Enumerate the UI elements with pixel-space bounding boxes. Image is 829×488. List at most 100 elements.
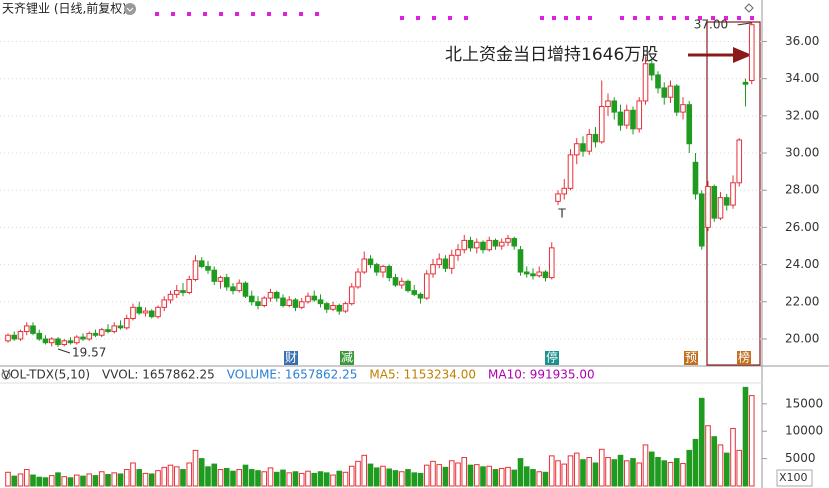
volume-bar xyxy=(386,468,393,487)
event-marker-box[interactable] xyxy=(545,351,559,365)
volume-bar xyxy=(236,469,243,487)
candle-body xyxy=(523,271,530,275)
volume-bar xyxy=(61,476,68,487)
candle-body xyxy=(667,85,674,98)
candle-body xyxy=(67,340,74,344)
candle-body xyxy=(23,325,30,333)
candle-body xyxy=(711,185,718,219)
candle-body xyxy=(80,336,86,340)
candle-body xyxy=(405,280,411,292)
candle-body xyxy=(105,329,111,333)
candle-body xyxy=(617,111,624,126)
candle-body xyxy=(655,74,661,89)
volume-bar xyxy=(323,472,330,487)
volume-indicator: MA10: 991935.00 xyxy=(488,368,595,382)
volume-bar xyxy=(92,475,99,487)
volume-bar xyxy=(617,454,624,487)
candle-body xyxy=(686,104,693,145)
event-marker-box[interactable] xyxy=(737,351,751,365)
candle-body xyxy=(5,334,11,342)
volume-bar xyxy=(348,465,355,487)
candle-body xyxy=(117,325,124,329)
candle-body xyxy=(573,143,580,156)
volume-bar xyxy=(698,397,705,487)
volume-indicator: MA5: 1153234.00 xyxy=(369,368,476,382)
volume-bar xyxy=(630,458,636,487)
volume-indicator: VOL-TDX(5,10) xyxy=(2,368,90,382)
volume-bar xyxy=(111,472,118,487)
volume-bar xyxy=(367,463,374,487)
y-tick-label: 36.00 xyxy=(785,34,819,48)
volume-bar xyxy=(605,457,611,487)
candle-body xyxy=(361,258,368,273)
y2-tick-label: 5000 xyxy=(785,451,816,465)
volume-bar xyxy=(636,462,643,487)
candle-body xyxy=(736,139,743,184)
volume-bar xyxy=(161,466,168,487)
title-menu[interactable] xyxy=(124,3,136,15)
candle-body xyxy=(305,295,311,303)
volume-bar xyxy=(17,473,24,487)
volume-bar xyxy=(105,473,111,487)
event-marker-box[interactable] xyxy=(340,351,354,365)
volume-bar xyxy=(280,469,286,487)
high-marker-line xyxy=(737,22,752,26)
candle-body xyxy=(411,290,418,295)
volume-bar xyxy=(423,464,430,487)
candle-body xyxy=(511,238,518,247)
candle-body xyxy=(373,264,380,273)
candle-body xyxy=(36,332,43,340)
volume-bar xyxy=(461,457,468,487)
candle-body xyxy=(92,332,99,336)
volume-bar xyxy=(373,467,380,487)
candle-body xyxy=(517,249,524,273)
candle-body xyxy=(605,100,611,108)
candle-body xyxy=(467,239,474,249)
volume-bar xyxy=(548,455,555,487)
candle-body xyxy=(148,310,155,318)
candle-body xyxy=(680,104,686,113)
event-marker: 减 xyxy=(341,351,353,365)
candle-body xyxy=(730,182,736,206)
volume-bar xyxy=(711,436,718,487)
candle-body xyxy=(267,291,274,299)
volume-bar xyxy=(317,471,324,487)
candle-body xyxy=(248,295,255,303)
candle-body xyxy=(317,299,324,305)
volume-bar xyxy=(580,459,586,487)
unit-box[interactable] xyxy=(776,469,813,487)
candle-body xyxy=(530,273,536,277)
volume-bar xyxy=(673,458,680,487)
candle-body xyxy=(548,247,555,279)
candle-body xyxy=(392,277,399,286)
candle-body xyxy=(586,133,593,152)
volume-bar xyxy=(455,462,461,487)
volume-bar xyxy=(167,464,174,487)
candle-body xyxy=(61,340,68,346)
volume-bar xyxy=(330,474,336,487)
volume-bar xyxy=(748,395,755,487)
volume-bar xyxy=(336,470,343,487)
volume-bar xyxy=(217,469,224,487)
candle-body xyxy=(505,238,511,243)
volume-bar xyxy=(561,463,568,487)
candle-body xyxy=(611,100,618,113)
low-marker-line xyxy=(57,348,71,354)
diamond-icon[interactable] xyxy=(744,3,754,13)
volume-bar xyxy=(411,472,418,487)
candle-body xyxy=(498,241,505,247)
volume-bar xyxy=(148,473,155,487)
event-marker: 财 xyxy=(285,351,297,365)
event-marker-box[interactable] xyxy=(284,351,298,365)
candle-body xyxy=(592,133,599,143)
candle-body xyxy=(155,306,161,318)
candle-body xyxy=(561,187,568,195)
volume-bar xyxy=(530,469,536,487)
event-marker: 榜 xyxy=(738,350,750,365)
event-marker-box[interactable] xyxy=(684,351,698,365)
volume-indicator: VVOL: 1657862.25 xyxy=(102,368,215,382)
candle-body xyxy=(255,301,261,306)
volume-bar xyxy=(211,463,218,487)
volume-bar xyxy=(223,467,230,487)
